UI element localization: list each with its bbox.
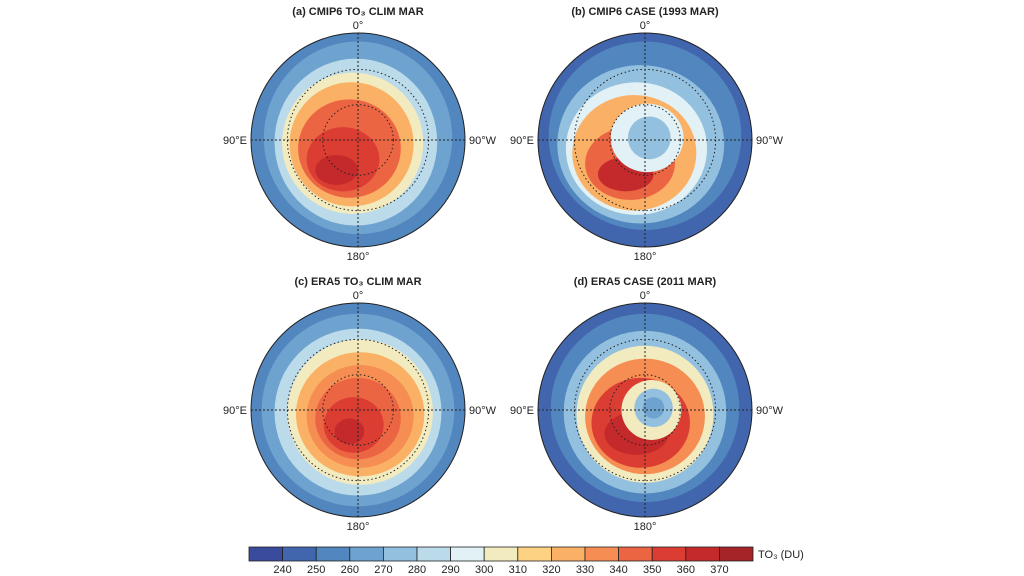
polar-map-panel-d [537, 302, 753, 518]
colorbar-bin [450, 546, 485, 562]
contour-level [642, 397, 665, 419]
longitude-label-0: 0° [640, 290, 651, 302]
longitude-label-180: 180° [634, 521, 657, 533]
colorbar-tick-label: 360 [677, 564, 695, 576]
ozone-contour-fill [251, 33, 465, 247]
colorbar-tick-label: 250 [307, 564, 325, 576]
contour-level [315, 154, 358, 185]
longitude-label-90e: 90°E [223, 135, 247, 147]
colorbar-bin [382, 546, 418, 562]
longitude-label-180: 180° [634, 251, 657, 263]
longitude-label-90w: 90°W [469, 405, 497, 417]
colorbar-bin [651, 546, 687, 562]
colorbar-bin [248, 546, 283, 562]
colorbar-tick-label: 320 [542, 564, 560, 576]
contour-level [627, 116, 671, 160]
longitude-label-90w: 90°W [756, 135, 784, 147]
colorbar-bin [517, 546, 552, 562]
latitude-circle [322, 104, 394, 176]
longitude-label-90e: 90°E [223, 405, 247, 417]
panel-title: (b) CMIP6 CASE (1993 MAR) [571, 6, 719, 18]
colorbar-tick-label: 330 [576, 564, 594, 576]
contour-level [334, 418, 365, 445]
colorbar-bin [551, 546, 586, 562]
colorbar-tick-label: 240 [273, 564, 291, 576]
colorbar-tick-label: 290 [441, 564, 459, 576]
colorbar-bin [416, 546, 451, 562]
colorbar-bin [483, 546, 519, 562]
longitude-label-180: 180° [347, 251, 370, 263]
latitude-circle [609, 374, 681, 446]
colorbar-bin [719, 546, 754, 562]
polar-map-panel-b [537, 32, 753, 248]
panel-title: (c) ERA5 TO₃ CLIM MAR [294, 276, 421, 288]
longitude-label-180: 180° [347, 521, 370, 533]
colorbar-bin [618, 546, 653, 562]
colorbar-bin [685, 546, 720, 562]
longitude-label-0: 0° [353, 290, 364, 302]
latitude-circle [322, 374, 394, 446]
colorbar-tick-label: 310 [509, 564, 527, 576]
colorbar-bin [349, 546, 384, 562]
colorbar-tick-label: 340 [609, 564, 627, 576]
colorbar-tick-label: 300 [475, 564, 493, 576]
longitude-label-90w: 90°W [756, 405, 784, 417]
colorbar [248, 546, 754, 562]
colorbar-tick-label: 260 [341, 564, 359, 576]
longitude-label-90e: 90°E [510, 135, 534, 147]
map-boundary [537, 32, 753, 248]
latitude-circle [609, 104, 681, 176]
longitude-label-0: 0° [640, 20, 651, 32]
polar-map-panel-c [250, 302, 466, 518]
colorbar-bin [282, 546, 317, 562]
longitude-label-90e: 90°E [510, 405, 534, 417]
colorbar-tick-label: 370 [710, 564, 728, 576]
panel-title: (d) ERA5 CASE (2011 MAR) [574, 276, 717, 288]
colorbar-tick-label: 350 [643, 564, 661, 576]
colorbar-bin [315, 546, 351, 562]
map-boundary [250, 32, 466, 248]
panel-title: (a) CMIP6 TO₃ CLIM MAR [292, 6, 423, 18]
map-boundary [250, 302, 466, 518]
colorbar-bin [584, 546, 619, 562]
longitude-label-90w: 90°W [469, 135, 497, 147]
polar-map-panel-a [250, 32, 466, 248]
colorbar-tick-label: 270 [374, 564, 392, 576]
colorbar-label: TO₃ (DU) [758, 549, 804, 561]
longitude-label-0: 0° [353, 20, 364, 32]
colorbar-tick-label: 280 [408, 564, 426, 576]
map-boundary [537, 302, 753, 518]
